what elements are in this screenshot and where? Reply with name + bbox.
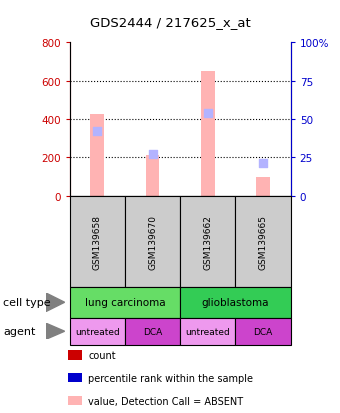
Text: cell type: cell type [3,297,51,308]
Text: count: count [88,350,116,360]
Bar [146,156,159,196]
Text: GSM139662: GSM139662 [203,214,212,269]
Bar [256,177,270,196]
Text: glioblastoma: glioblastoma [202,297,269,308]
Text: agent: agent [3,326,36,337]
Bar [90,115,104,196]
Point [150,152,155,158]
Polygon shape [46,323,65,339]
Text: untreated: untreated [185,327,230,336]
Text: GDS2444 / 217625_x_at: GDS2444 / 217625_x_at [90,16,250,29]
Text: GSM139670: GSM139670 [148,214,157,269]
Text: untreated: untreated [75,327,120,336]
Bar [201,72,215,196]
Point [205,110,210,117]
Text: DCA: DCA [253,327,273,336]
Text: percentile rank within the sample: percentile rank within the sample [88,373,253,383]
Text: GSM139665: GSM139665 [259,214,268,269]
Text: GSM139658: GSM139658 [93,214,102,269]
Point [260,161,266,167]
Polygon shape [46,293,65,312]
Text: lung carcinoma: lung carcinoma [85,297,165,308]
Point [95,129,100,135]
Text: DCA: DCA [143,327,162,336]
Text: value, Detection Call = ABSENT: value, Detection Call = ABSENT [88,396,243,406]
